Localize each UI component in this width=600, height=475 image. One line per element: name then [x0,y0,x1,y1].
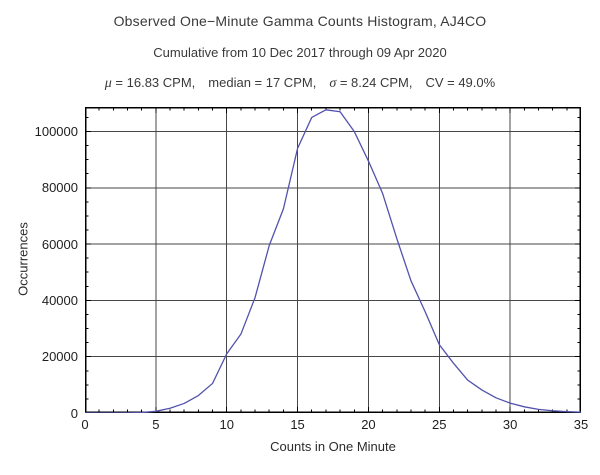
y-tick-label: 0 [70,405,78,421]
x-tick-label: 25 [432,417,447,432]
y-tick-label: 20000 [41,349,78,365]
median-value: median = 17 CPM, [208,75,317,90]
chart-subtitle: Cumulative from 10 Dec 2017 through 09 A… [153,45,447,60]
x-tick-label: 0 [81,417,89,432]
chart-stats-line: μ = 16.83 CPM, median = 17 CPM, σ = 8.24 C… [0,75,600,92]
y-axis-label: Occurrences [15,222,31,296]
y-tick-label: 80000 [41,180,78,196]
x-tick-label: 15 [290,417,305,432]
chart-title: Observed One−Minute Gamma Counts Histogr… [113,13,487,29]
mu-value: = 16.83 CPM, [111,75,196,90]
x-tick-label: 30 [502,417,518,432]
mu-symbol: μ [104,76,112,91]
x-tick-label: 5 [152,417,160,432]
sigma-symbol: σ [329,76,337,91]
y-tick-label: 60000 [41,236,78,252]
x-axis-label: Counts in One Minute [270,439,396,454]
y-tick-label: 100000 [34,123,78,139]
y-tick-label: 40000 [41,292,78,308]
x-tick-label: 35 [573,417,589,432]
x-tick-label: 10 [219,417,234,432]
histogram-curve [85,109,581,413]
plot-frame [85,107,581,413]
plot-area [85,107,581,413]
sigma-value: = 8.24 CPM, [336,75,413,90]
cv-value: CV = 49.0% [425,75,496,90]
x-tick-label: 20 [361,417,376,432]
